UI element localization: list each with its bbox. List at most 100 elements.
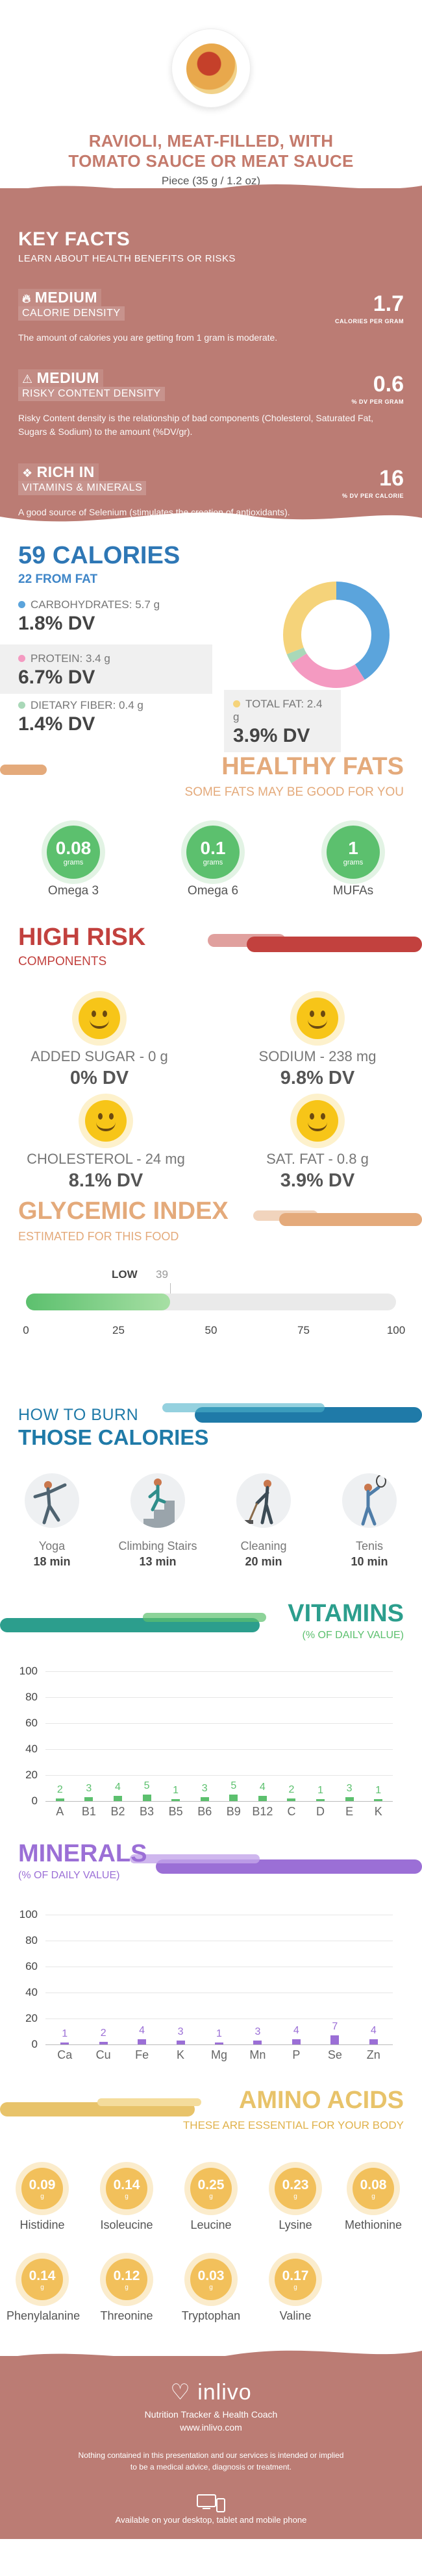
fat-omega6: 0.1 grams Omega 6 (177, 826, 249, 898)
x-tick-label: K (374, 1805, 382, 1818)
decorative-stripe (130, 1854, 422, 1874)
fat-name: Omega 6 (187, 884, 239, 898)
key-fact-level: ⚠ MEDIUM (18, 369, 103, 387)
macro-dv: 1.4% DV (18, 713, 95, 735)
footer-logo[interactable]: ♡ inlivo (0, 2356, 422, 2405)
key-fact-calorie-density: 🔥︎ MEDIUM CALORIE DENSITY 1.7 CALORIES PER… (18, 289, 404, 345)
bar-value-label: 2 (288, 1784, 295, 1795)
amino-name: Histidine (19, 2218, 65, 2231)
tennis-icon (342, 1473, 397, 1528)
amino-value-circle: 0.08 g (353, 2168, 394, 2209)
x-tick-label: B3 (140, 1805, 155, 1818)
x-tick-label: B1 (81, 1805, 96, 1818)
amino-value: 0.03 (197, 2268, 225, 2283)
activity-name: Climbing Stairs (118, 1539, 197, 1552)
risk-dv: 3.9% DV (280, 1170, 355, 1191)
key-fact-name: RISKY CONTENT DENSITY (18, 387, 165, 401)
fat-value-circle: 0.1 grams (186, 826, 240, 879)
grid-line (45, 1697, 393, 1698)
macro-label: DIETARY FIBER: 0.4 g (31, 699, 143, 711)
fiber-dot (18, 702, 25, 709)
bar-value-label: 2 (100, 2028, 106, 2039)
amino-acids-subtitle: THESE ARE ESSENTIAL FOR YOUR BODY (182, 2119, 404, 2131)
key-fact-number: 1.7 (373, 291, 404, 316)
macro-dv: 1.8% DV (18, 613, 95, 634)
amino-phenylalanine: 0.14 g Phenylalanine (6, 2259, 80, 2323)
key-facts-subtitle: LEARN ABOUT HEALTH BENEFITS OR RISKS (18, 253, 236, 264)
bar-value-label: 1 (216, 2028, 222, 2039)
fat-unit: grams (63, 859, 84, 866)
bar-Cu (99, 2042, 108, 2044)
risk-label: SODIUM - 238 mg (258, 1048, 377, 1064)
y-tick-label: 80 (25, 1691, 38, 1703)
burn-calories-section: HOW TO BURN THOSE CALORIES Yoga 18 min C… (0, 1382, 422, 1600)
bar-Fe (138, 2039, 147, 2044)
vitamins-title: VITAMINS (288, 1600, 404, 1627)
amino-value: 0.17 (282, 2268, 309, 2283)
x-tick-label: Cu (95, 2048, 111, 2061)
amino-unit: g (125, 2283, 129, 2291)
amino-unit: g (209, 2283, 213, 2291)
vitamins-section: VITAMINS (% OF DAILY VALUE) 0 20 40 60 80 100… (0, 1600, 422, 1840)
grid-line (45, 2044, 393, 2045)
glycemic-marker (170, 1283, 171, 1294)
decorative-stripe (208, 934, 422, 952)
bar-B2 (113, 1796, 122, 1801)
macro-total-fat: TOTAL FAT: 2.4 g 3.9% DV (224, 690, 341, 752)
bar-value-label: 2 (56, 1784, 63, 1795)
amino-histidine: 0.09 g Histidine (6, 2168, 78, 2232)
y-tick-label: 40 (25, 1743, 38, 1755)
bar-value-label: 3 (177, 2026, 184, 2037)
macro-label: CARBOHYDRATES: 5.7 g (31, 598, 160, 611)
amino-value-circle: 0.14 g (106, 2168, 147, 2209)
glycemic-level: LOW (112, 1268, 138, 1281)
amino-value-circle: 0.12 g (106, 2259, 147, 2300)
fat-value-circle: 0.08 grams (47, 826, 100, 879)
bar-C (287, 1798, 296, 1801)
bar-E (345, 1797, 354, 1801)
risk-sodium: SODIUM - 238 mg 9.8% DV (230, 998, 405, 1089)
bar-K (374, 1799, 383, 1801)
burn-title-line2: THOSE CALORIES (18, 1425, 209, 1449)
y-tick-label: 60 (25, 1960, 38, 1972)
amino-acids-section: AMINO ACIDS THESE ARE ESSENTIAL FOR YOUR… (0, 2087, 422, 2356)
key-fact-number: 0.6 (373, 372, 404, 397)
bar-Ca (60, 2042, 69, 2044)
vitamins-subtitle: (% OF DAILY VALUE) (302, 1630, 404, 1641)
grid-line (45, 1671, 393, 1672)
bar-value-label: 1 (375, 1785, 382, 1796)
bar-D (316, 1799, 325, 1801)
x-tick-label: B6 (197, 1805, 212, 1818)
amino-name: Valine (279, 2309, 312, 2322)
minerals-title: MINERALS (18, 1840, 147, 1867)
footer-url[interactable]: www.inlivo.com (180, 2422, 242, 2433)
fat-value: 0.08 (55, 838, 92, 858)
burn-title-line1: HOW TO BURN (18, 1406, 139, 1424)
risk-added-sugar: ADDED SUGAR - 0 g 0% DV (12, 998, 187, 1089)
macro-carbohydrates: CARBOHYDRATES: 5.7 g 1.8% DV (18, 598, 160, 635)
heart-icon: ♡ (170, 2380, 191, 2405)
x-tick-label: Mg (210, 2048, 227, 2061)
food-title: RAVIOLI, MEAT-FILLED, WITH TOMATO SAUCE … (0, 131, 422, 171)
macros-donut-chart (283, 582, 390, 688)
activity-yoga: Yoga 18 min (3, 1473, 101, 1569)
amino-value: 0.14 (29, 2268, 56, 2283)
fat-dot (233, 700, 240, 707)
fat-value-circle: 1 grams (327, 826, 380, 879)
risk-label: CHOLESTEROL - 24 mg (27, 1151, 185, 1167)
wave-divider (0, 184, 422, 202)
key-facts-title: KEY FACTS (18, 228, 130, 250)
glycemic-tick-label: 75 (297, 1324, 310, 1336)
key-fact-vitamins: ❖ RICH IN VITAMINS & MINERALS 16 % DV PER … (18, 463, 404, 519)
key-fact-name: CALORIE DENSITY (18, 306, 125, 321)
key-fact-unit: % DV PER CALORIE (341, 493, 404, 499)
risk-sat-fat: SAT. FAT - 0.8 g 3.9% DV (230, 1100, 405, 1192)
fat-omega3: 0.08 grams Omega 3 (38, 826, 109, 898)
key-fact-level-text: MEDIUM (36, 369, 99, 386)
key-fact-unit: CALORIES PER GRAM (334, 318, 404, 325)
protein-dot (18, 655, 25, 662)
x-tick-label: Se (327, 2048, 342, 2061)
bar-Zn (369, 2039, 378, 2044)
pill-icon: ❖ (22, 467, 33, 480)
smiley-icon (297, 998, 338, 1039)
